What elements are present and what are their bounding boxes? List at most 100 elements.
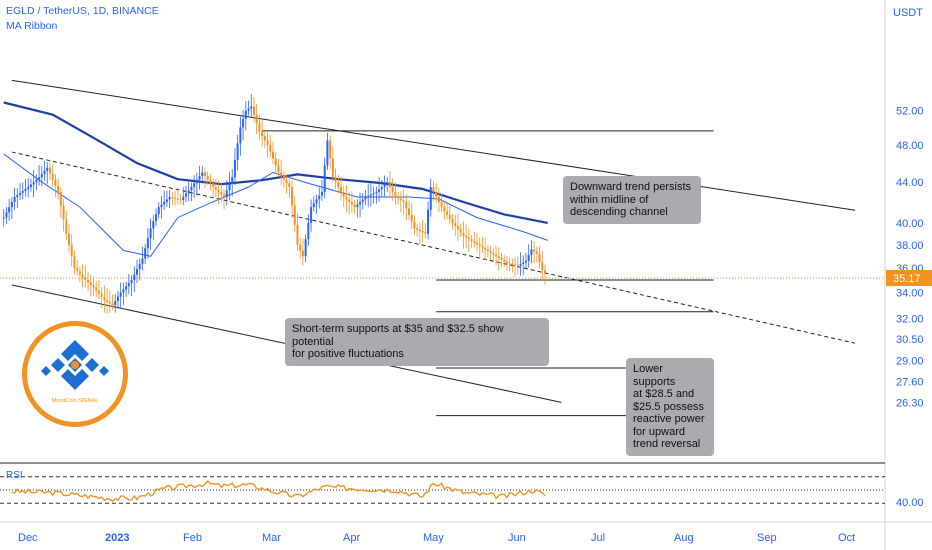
candle-body bbox=[62, 205, 65, 220]
price-tick-label: 26.30 bbox=[896, 397, 924, 409]
candle-body bbox=[195, 179, 198, 184]
trendline-channel-upper bbox=[11, 79, 856, 211]
candle-body bbox=[242, 118, 245, 128]
candle-body bbox=[209, 179, 212, 184]
candle-body bbox=[345, 196, 348, 200]
candle-body bbox=[165, 199, 168, 203]
rsi-label: RSI bbox=[6, 470, 23, 481]
annotation-line: trend reversal bbox=[633, 438, 701, 450]
candle-body bbox=[157, 207, 160, 215]
candle-body bbox=[318, 195, 321, 200]
candle-body bbox=[92, 284, 95, 288]
plot-area bbox=[0, 79, 885, 417]
candle-body bbox=[19, 192, 22, 195]
candle-body bbox=[386, 182, 389, 185]
time-tick-label: Oct bbox=[838, 532, 855, 544]
candle-body bbox=[95, 287, 98, 291]
time-tick-label: 2023 bbox=[105, 532, 129, 544]
candle-body bbox=[57, 185, 60, 192]
candle-body bbox=[467, 237, 470, 240]
annotation-line: within midline of bbox=[570, 193, 649, 206]
candle-body bbox=[46, 167, 49, 171]
candle-body bbox=[78, 271, 81, 275]
candle-body bbox=[116, 296, 119, 301]
annotation-line: for upward bbox=[633, 425, 685, 438]
candle-body bbox=[136, 269, 138, 275]
candle-body bbox=[263, 136, 266, 141]
candle-body bbox=[524, 260, 527, 263]
candle-body bbox=[255, 114, 258, 124]
candle-body bbox=[432, 187, 435, 192]
candle-body bbox=[544, 270, 546, 275]
price-tick-label: 44.00 bbox=[896, 177, 924, 189]
candle-body bbox=[359, 202, 362, 205]
annotation-short-term: Short-term supports at $35 and $32.5 sho… bbox=[285, 318, 549, 366]
candle-body bbox=[435, 191, 438, 197]
candle-body bbox=[244, 110, 247, 119]
brand-logo: MondCoin SIGNAL bbox=[22, 321, 128, 427]
candle-body bbox=[220, 191, 223, 195]
candle-body bbox=[530, 249, 533, 256]
candle-body bbox=[454, 222, 457, 227]
candle-body bbox=[538, 253, 541, 263]
candle-body bbox=[446, 211, 449, 215]
candle-body bbox=[320, 191, 323, 196]
price-tick-label: 34.00 bbox=[896, 287, 924, 299]
candle-body bbox=[127, 283, 130, 287]
price-tick-label: 30.50 bbox=[896, 334, 924, 346]
candle-body bbox=[2, 217, 5, 219]
candle-body bbox=[114, 300, 117, 306]
candle-body bbox=[421, 231, 424, 233]
annotation-line: at $28.5 and bbox=[633, 388, 695, 400]
time-tick-label: Apr bbox=[343, 532, 360, 544]
candle-body bbox=[372, 193, 375, 195]
candle-body bbox=[16, 194, 19, 197]
candle-body bbox=[282, 176, 285, 180]
candle-body bbox=[476, 242, 478, 245]
candle-body bbox=[533, 249, 536, 252]
logo-text: MondCoin SIGNAL bbox=[51, 398, 99, 404]
candle-body bbox=[489, 251, 492, 253]
candle-body bbox=[133, 274, 136, 281]
candle-body bbox=[13, 196, 16, 203]
candle-body bbox=[408, 208, 410, 215]
candle-body bbox=[364, 196, 367, 200]
candle-body bbox=[152, 221, 155, 229]
candle-body bbox=[68, 233, 70, 245]
candle-body bbox=[212, 183, 215, 188]
candle-body bbox=[38, 177, 41, 180]
candle-body bbox=[144, 248, 147, 259]
candle-body bbox=[190, 187, 193, 191]
candle-body bbox=[206, 176, 209, 180]
candle-body bbox=[59, 191, 62, 206]
annotation-lower-supports: Lower supports at $28.5 and $25.5 posses… bbox=[626, 358, 714, 456]
candle-body bbox=[285, 179, 288, 184]
candle-body bbox=[43, 170, 46, 175]
candle-body bbox=[451, 218, 454, 223]
candle-body bbox=[76, 268, 79, 272]
candle-body bbox=[424, 232, 427, 234]
candle-body bbox=[258, 123, 261, 132]
candle-body bbox=[378, 189, 381, 192]
candle-body bbox=[375, 191, 378, 194]
candle-body bbox=[27, 187, 30, 189]
candle-body bbox=[5, 212, 8, 218]
candle-body bbox=[497, 256, 500, 259]
candle-body bbox=[119, 292, 122, 297]
candle-body bbox=[193, 183, 196, 188]
time-tick-label: Feb bbox=[183, 532, 202, 544]
candle-body bbox=[541, 262, 544, 271]
candle-body bbox=[81, 274, 84, 278]
candle-body bbox=[383, 184, 386, 188]
candle-body bbox=[239, 127, 242, 144]
time-tick-label: Jun bbox=[508, 532, 526, 544]
candle-body bbox=[87, 280, 90, 283]
candle-body bbox=[149, 228, 152, 239]
candle-body bbox=[391, 187, 394, 192]
candle-body bbox=[495, 254, 498, 257]
last-price-tag bbox=[886, 269, 932, 286]
candle-body bbox=[236, 143, 239, 160]
